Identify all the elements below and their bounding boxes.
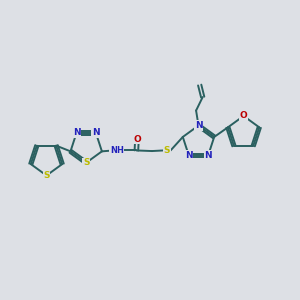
Text: O: O bbox=[133, 134, 141, 143]
Text: S: S bbox=[164, 146, 170, 155]
Text: O: O bbox=[240, 112, 248, 121]
Text: S: S bbox=[83, 158, 89, 167]
Text: N: N bbox=[185, 151, 193, 160]
Text: N: N bbox=[92, 128, 100, 137]
Text: N: N bbox=[195, 121, 202, 130]
Text: N: N bbox=[73, 128, 80, 137]
Text: N: N bbox=[204, 151, 212, 160]
Text: NH: NH bbox=[110, 146, 124, 155]
Text: S: S bbox=[43, 171, 50, 180]
